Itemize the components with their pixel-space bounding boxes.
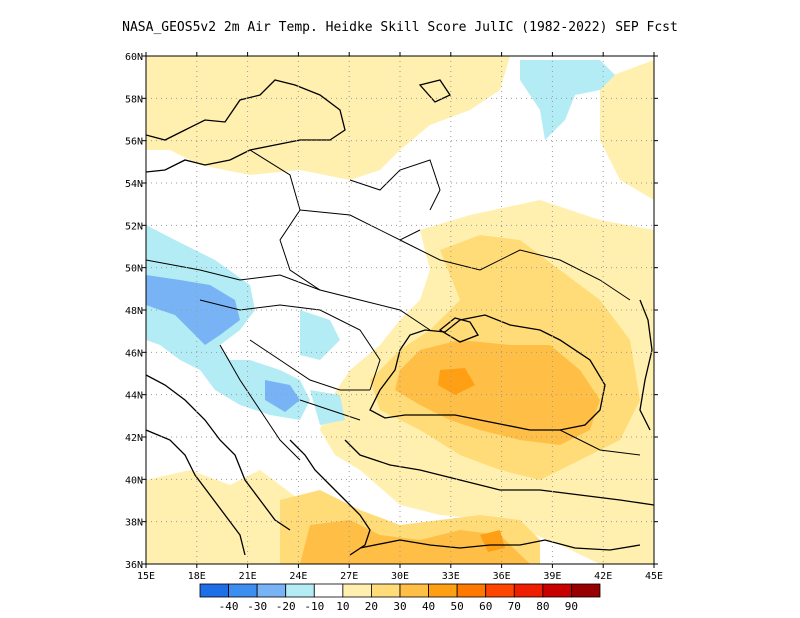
aegean-coast [289,439,371,556]
colorbar-label: 20 [365,600,378,613]
border-line [146,259,321,291]
coastlines [146,79,654,556]
border-line [559,429,641,456]
colorbar-label: 90 [565,600,578,613]
italy-coast [146,429,246,556]
lake-ladoga [418,79,451,103]
colorbar-swatch [428,583,458,598]
black-sea-coast [369,314,606,431]
colorbar-swatch [256,583,287,598]
colorbar-label: 60 [479,600,492,613]
lat-tick-label: 38N [125,518,143,529]
border-line [249,149,431,331]
colorbar-label: 10 [336,600,349,613]
colorbar-label: 70 [508,600,521,613]
colorbar-label: -10 [304,600,324,613]
warm-caucasus-region [395,340,600,445]
cool-center-region [300,310,340,360]
lat-tick-label: 58N [125,94,143,105]
colorbar-swatch [285,583,315,598]
lon-tick-label: 30E [391,571,409,582]
colorbar-swatch [199,583,229,598]
colorbar-swatch [399,583,429,598]
colorbar-swatch [485,583,515,598]
axis-ticks: 15E 18E 21E 24E 27E 30E 33E 36E 39E 42E 45E 36N 38N 4… [125,52,663,582]
cool-core-region-2 [265,380,300,412]
caspian-coast [639,299,653,431]
colorbar: -40 -30 -20 -10 10 20 30 40 50 60 70 80 90 [199,583,601,613]
border-line [219,344,301,461]
crimea-coast [438,317,479,343]
border-line [249,339,370,391]
lat-tick-label: 60N [125,52,143,63]
anatolia-coast [344,439,654,506]
border-line [199,299,381,391]
colorbar-label: 80 [536,600,549,613]
colorbar-label: -30 [247,600,267,613]
lon-tick-label: 36E [493,571,511,582]
colorbar-label: -20 [276,600,296,613]
colorbar-label: -40 [219,600,239,613]
lon-tick-label: 24E [289,571,307,582]
colorbar-swatch [571,583,601,598]
lon-tick-label: 15E [137,571,155,582]
lon-tick-label: 33E [442,571,460,582]
lat-tick-label: 42N [125,433,143,444]
baltic-coast [146,79,346,173]
map-title: NASA_GEOS5v2 2m Air Temp. Heidke Skill S… [122,20,678,35]
lat-tick-label: 56N [125,137,143,148]
lon-tick-label: 27E [340,571,358,582]
colorbar-label: 50 [451,600,464,613]
lon-tick-label: 39E [543,571,561,582]
warm-north-region [146,56,510,180]
border-line [299,399,361,421]
cool-south-region [310,390,345,425]
lat-tick-label: 54N [125,179,143,190]
lon-tick-label: 21E [239,571,257,582]
colorbar-swatch [371,583,401,598]
lon-tick-label: 45E [645,571,663,582]
warm-east-region [600,60,654,200]
border-line [399,239,631,301]
lat-tick-label: 50N [125,264,143,275]
colorbar-swatch [456,583,487,598]
cool-core-region [146,275,240,345]
border-line [299,209,421,241]
mediterranean-south-coast [359,539,641,551]
colorbar-swatch [313,583,344,598]
colorbar-swatch [542,583,572,598]
colorbar-swatch [513,583,544,598]
warm-hotspot-2 [480,530,505,552]
colorbar-swatch [228,583,258,598]
border-line [349,159,441,211]
country-borders [146,149,641,461]
lat-tick-label: 44N [125,391,143,402]
skill-score-shading [146,56,654,564]
warm-hotspot-1 [438,368,475,395]
lat-tick-label: 40N [125,475,143,486]
colorbar-label: 30 [393,600,406,613]
colorbar-label: 40 [422,600,435,613]
lat-tick-label: 46N [125,348,143,359]
cool-northeast-region [520,60,615,140]
lat-tick-label: 52N [125,221,143,232]
lat-tick-label: 48N [125,306,143,317]
lon-tick-label: 18E [188,571,206,582]
lat-tick-label: 36N [125,560,143,571]
adriatic-coast [146,374,291,531]
lon-tick-label: 42E [594,571,612,582]
colorbar-swatch [342,583,372,598]
